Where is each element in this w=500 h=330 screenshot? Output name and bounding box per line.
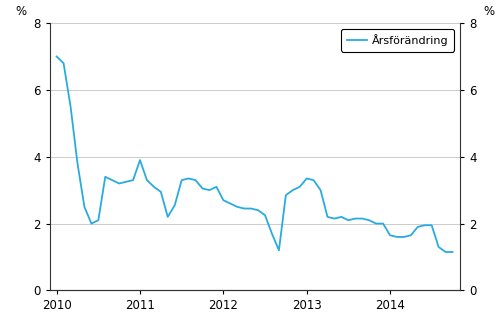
Text: %: % bbox=[483, 5, 494, 18]
Text: %: % bbox=[16, 5, 27, 18]
Line: Årsförändring: Årsförändring bbox=[56, 56, 452, 252]
Årsförändring bbox=[387, 233, 393, 237]
Årsförändring bbox=[346, 218, 352, 222]
Årsförändring bbox=[428, 223, 434, 227]
Årsförändring bbox=[442, 250, 448, 254]
Årsförändring bbox=[318, 188, 324, 192]
Årsförändring bbox=[144, 178, 150, 182]
Legend: Årsförändring: Årsförändring bbox=[341, 29, 454, 52]
Årsförändring bbox=[450, 250, 456, 254]
Årsförändring bbox=[151, 185, 157, 189]
Årsförändring bbox=[54, 54, 60, 58]
